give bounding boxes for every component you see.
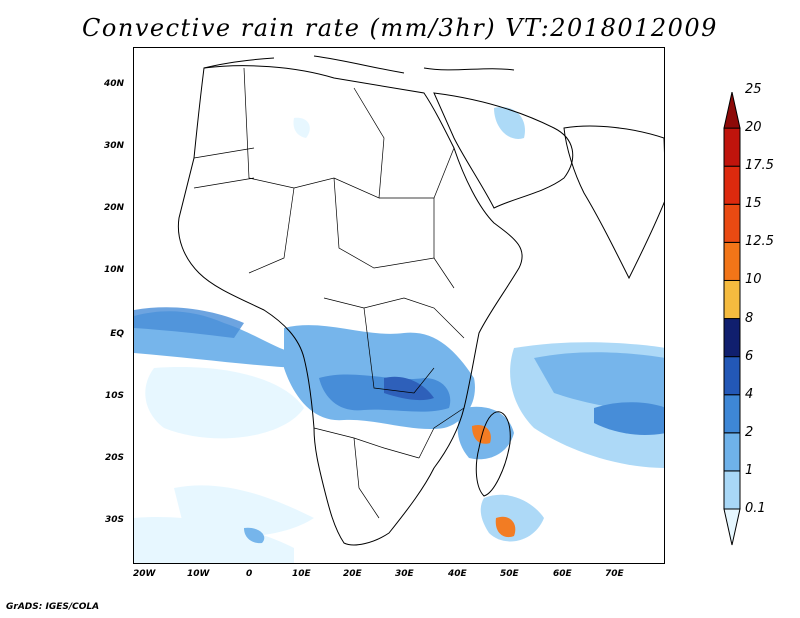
- lon-label-70e: 70E: [605, 569, 624, 579]
- lon-label-60e: 60E: [553, 569, 572, 579]
- colorbar-label-9: 17.5: [745, 158, 774, 174]
- lat-label-30n: 30N: [103, 141, 124, 151]
- colorbar-label-8: 15: [745, 196, 762, 212]
- colorbar-label-0: 0.1: [745, 501, 766, 516]
- rain-fields: [134, 107, 664, 563]
- lat-label-40n: 40N: [103, 79, 124, 89]
- colorbar-swatch-9: [723, 165, 741, 205]
- lon-label-40e: 40E: [448, 569, 467, 579]
- colorbar-swatch-4: [723, 356, 741, 396]
- colorbar-label-4: 6: [745, 348, 754, 364]
- lon-label-0: 0: [246, 569, 253, 579]
- africa-rainfall-map: [134, 55, 664, 563]
- colorbar-swatch-7: [723, 241, 741, 281]
- lon-label-20w: 20W: [133, 569, 156, 579]
- lat-label-30s: 30S: [104, 515, 124, 525]
- colorbar-swatch-3: [723, 394, 741, 434]
- colorbar-label-11: 25: [745, 82, 762, 97]
- colorbar-label-2: 2: [745, 424, 754, 440]
- colorbar-swatch-0: [723, 508, 741, 546]
- colorbar-label-7: 12.5: [745, 234, 774, 250]
- lat-label-10s: 10S: [104, 391, 124, 401]
- lat-label-eq: EQ: [110, 329, 124, 339]
- colorbar-label-1: 1: [745, 462, 754, 478]
- colorbar-swatch-5: [723, 318, 741, 358]
- lon-label-50e: 50E: [500, 569, 519, 579]
- lat-label-20s: 20S: [104, 453, 124, 463]
- grads-credit: GrADS: IGES/COLA: [6, 602, 100, 612]
- colorbar-swatch-1: [723, 470, 741, 510]
- country-borders: [193, 67, 465, 519]
- colorbar-swatch-10: [723, 127, 741, 167]
- lat-label-10n: 10N: [103, 265, 124, 275]
- map-title: Convective rain rate (mm/3hr) VT:2018012…: [82, 14, 718, 42]
- colorbar-label-6: 10: [745, 272, 762, 288]
- colorbar-swatch-2: [723, 432, 741, 472]
- lat-label-20n: 20N: [103, 203, 124, 213]
- map-panel: [133, 47, 665, 564]
- colorbar-swatch-8: [723, 203, 741, 243]
- colorbar-label-10: 20: [745, 120, 762, 136]
- lon-label-10w: 10W: [187, 569, 210, 579]
- colorbar-swatch-6: [723, 279, 741, 320]
- lon-label-20e: 20E: [343, 569, 362, 579]
- colorbar-label-5: 8: [745, 310, 754, 326]
- lon-label-30e: 30E: [395, 569, 414, 579]
- colorbar-swatch-11: [723, 91, 741, 129]
- lon-label-10e: 10E: [292, 569, 311, 579]
- coastlines: [177, 55, 664, 546]
- colorbar-label-3: 4: [745, 386, 754, 402]
